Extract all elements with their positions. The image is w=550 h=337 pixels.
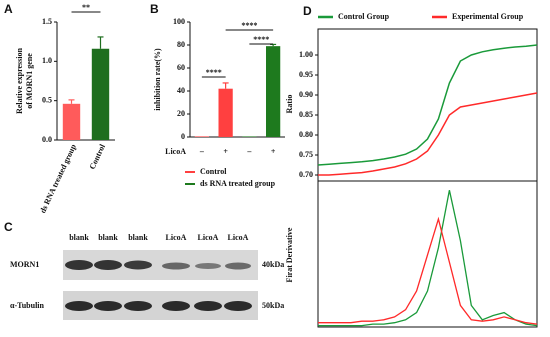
lane-label: LicoA — [166, 233, 187, 242]
lane-label: LicoA — [228, 233, 249, 242]
legend-label: ds RNA treated group — [200, 179, 276, 188]
bar — [242, 136, 257, 137]
row-label: MORN1 — [10, 260, 39, 269]
plot-frame — [317, 28, 538, 328]
band — [94, 301, 122, 311]
significance-label: **** — [253, 35, 269, 44]
panel-label: D — [303, 4, 312, 18]
x-tick-label: ds RNA treated group — [38, 142, 78, 214]
y-tick-label: 0.95 — [299, 70, 313, 79]
x-tick-label: – — [246, 147, 252, 156]
y-tick-label: 0.75 — [299, 150, 313, 159]
bar — [266, 46, 281, 137]
y-tick-label: 100 — [173, 17, 185, 26]
y-tick-label: 1.0 — [42, 56, 52, 65]
ratio-line — [317, 44, 538, 166]
lane-label: blank — [98, 233, 118, 242]
band — [225, 262, 251, 270]
y-tick-label: 80 — [177, 40, 185, 49]
y-tick-label: 0.80 — [299, 130, 313, 139]
x-axis-label: LicoA — [165, 147, 186, 156]
size-label: 50kDa — [262, 301, 284, 310]
y-axis-label: Relative expression — [15, 48, 24, 114]
y-tick-label: 40 — [177, 86, 185, 95]
x-tick-label: + — [223, 147, 228, 156]
band — [65, 301, 93, 311]
x-tick-label: – — [199, 147, 205, 156]
bar — [62, 103, 81, 140]
row-label: α-Tubulin — [10, 301, 45, 310]
y-tick-label: 1.5 — [42, 17, 52, 26]
band — [124, 301, 152, 311]
y-tick-label: 0 — [181, 132, 185, 141]
significance-label: **** — [206, 68, 222, 77]
western-blot — [63, 250, 258, 320]
y-tick-label: 1.00 — [299, 50, 313, 59]
y-tick-label: 0.85 — [299, 110, 313, 119]
legend-label: Control — [200, 167, 227, 176]
panel-label: C — [4, 220, 13, 234]
y-axis-label: of MORN1 gene — [25, 53, 34, 109]
bar — [218, 88, 233, 137]
x-tick-label: Control — [88, 142, 108, 171]
band — [94, 260, 122, 270]
panel-label: A — [4, 2, 13, 16]
band — [65, 260, 93, 270]
derivative-line — [318, 216, 538, 325]
ratio-line — [318, 92, 538, 176]
y-tick-label: 0.0 — [42, 135, 52, 144]
y-axis-label: Ratio — [285, 95, 294, 114]
y-axis-label: inhibition rate(%) — [153, 48, 162, 111]
y-axis-label: Firat Derivative — [285, 227, 294, 282]
legend-label: Experimental Group — [452, 12, 524, 21]
size-label: 40kDa — [262, 260, 284, 269]
y-tick-label: 0.90 — [299, 90, 313, 99]
lane-label: LicoA — [198, 233, 219, 242]
significance-label: ** — [82, 3, 90, 12]
legend-label: Control Group — [338, 12, 390, 21]
y-tick-label: 0.5 — [42, 95, 52, 104]
lane-label: blank — [69, 233, 89, 242]
band — [194, 301, 222, 311]
band — [162, 262, 190, 270]
band — [124, 260, 152, 270]
bar — [91, 48, 110, 140]
derivative-line — [318, 190, 538, 327]
x-tick-label: + — [271, 147, 276, 156]
y-tick-label: 0.70 — [299, 170, 313, 179]
band — [224, 301, 252, 311]
bar — [194, 136, 209, 137]
panel-label: B — [150, 2, 159, 16]
band — [195, 263, 221, 269]
significance-label: **** — [241, 21, 257, 30]
y-tick-label: 20 — [177, 109, 185, 118]
y-tick-label: 60 — [177, 63, 185, 72]
lane-label: blank — [128, 233, 148, 242]
band — [162, 301, 190, 311]
